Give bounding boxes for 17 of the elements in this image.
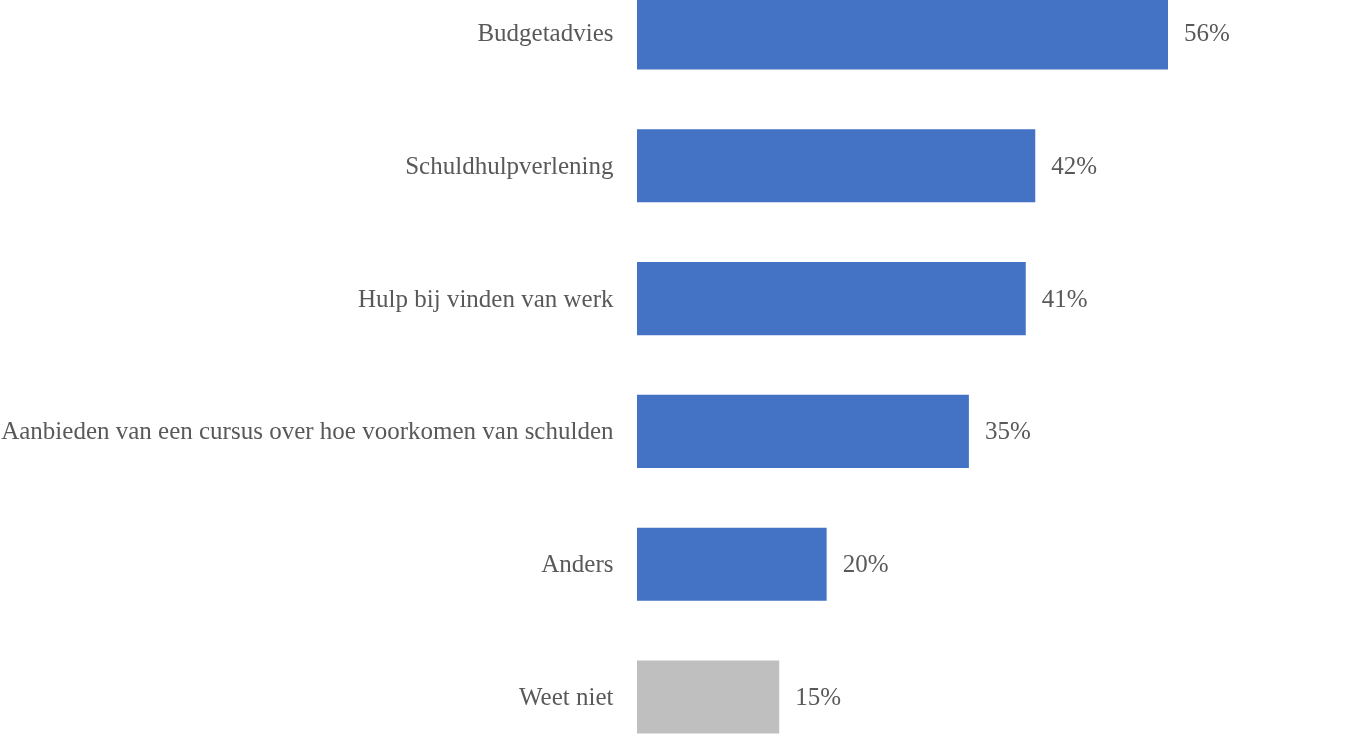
y-tick-label: Aanbieden van een cursus over hoe voorkomen van schulden	[1, 417, 614, 445]
bar	[637, 129, 1036, 203]
bar	[637, 394, 969, 468]
data-label: 15%	[795, 682, 842, 710]
data-label: 35%	[984, 417, 1031, 445]
y-tick-label: Schuldhulpverlening	[405, 151, 614, 179]
bar	[637, 527, 827, 601]
data-label: 42%	[1051, 151, 1098, 179]
bar	[637, 660, 780, 734]
y-tick-label: Hulp bij vinden van werk	[357, 284, 614, 312]
data-label: 20%	[842, 550, 889, 578]
y-tick-label: Budgetadvies	[477, 19, 614, 47]
bar	[637, 262, 1026, 336]
data-label: 41%	[1041, 284, 1088, 312]
y-tick-label: Weet niet	[519, 682, 614, 710]
y-tick-label: Anders	[541, 550, 614, 578]
data-label: 56%	[1184, 19, 1230, 47]
